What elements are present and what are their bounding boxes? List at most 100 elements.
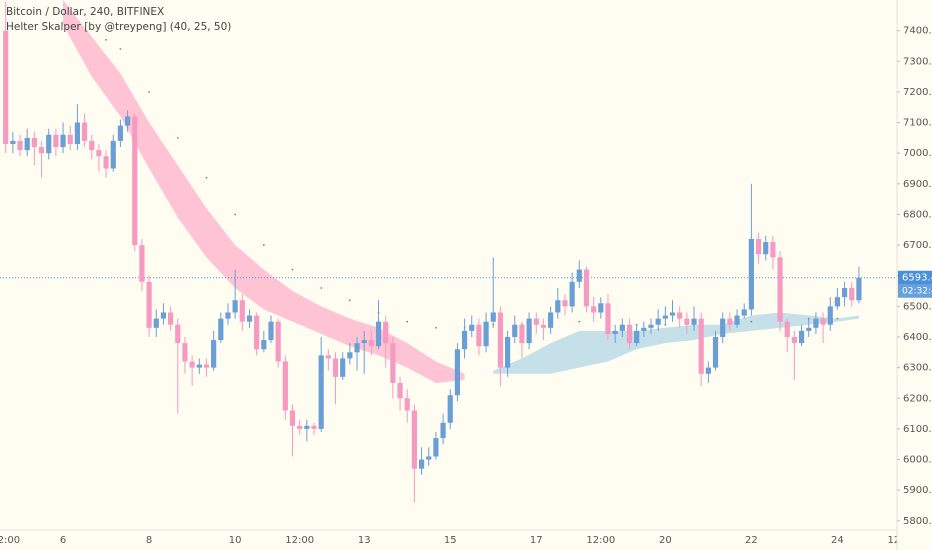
indicator-dot	[205, 176, 208, 179]
candle-body	[304, 425, 310, 429]
indicator-title: Helter Skalper [by @treypeng] (40, 25, 5…	[6, 21, 231, 33]
y-tick-label: 7000.0	[903, 148, 932, 159]
candle-body	[433, 438, 439, 457]
candle-body	[196, 364, 202, 368]
candle-body	[483, 321, 489, 347]
candle-body	[311, 425, 317, 429]
candle-body	[24, 137, 30, 151]
candle-body	[404, 398, 410, 411]
candle-body	[31, 137, 37, 148]
candle-body	[160, 312, 167, 319]
x-tick-label: 12:00	[285, 535, 314, 546]
chart-title: Bitcoin / Dollar, 240, BITFINEX	[6, 6, 164, 18]
y-tick-label: 6300.0	[903, 363, 932, 374]
y-tick-label: 5800.0	[903, 516, 932, 527]
x-tick-label: 12:00	[586, 535, 615, 546]
candle-body	[368, 340, 374, 347]
candle-body	[540, 324, 547, 328]
candle-body	[648, 324, 654, 328]
candle-body	[533, 318, 539, 325]
candle-body	[340, 358, 346, 377]
candle-body	[361, 340, 367, 344]
candle-body	[383, 321, 389, 344]
y-tick-label: 5900.0	[903, 485, 932, 496]
candle-body	[677, 312, 683, 319]
candle-body	[3, 30, 9, 144]
candle-body	[576, 269, 582, 282]
candle-body	[784, 321, 790, 337]
last-price-box	[898, 270, 932, 285]
candle-body	[46, 134, 52, 154]
y-tick-label: 7400.0	[903, 26, 932, 37]
candle-body	[426, 456, 432, 460]
candle-body	[770, 242, 776, 258]
candle-body	[74, 122, 80, 144]
candle-body	[712, 336, 719, 368]
indicator-dot	[176, 136, 179, 139]
candle-body	[38, 147, 45, 154]
y-tick-label: 7100.0	[903, 118, 932, 129]
candle-body	[705, 367, 711, 374]
last-price-label: 6593.4	[902, 273, 932, 284]
candle-body	[497, 312, 504, 368]
candle-body	[89, 140, 95, 151]
candle-body	[820, 318, 826, 325]
candle-body	[10, 140, 16, 144]
candle-body	[189, 361, 195, 368]
x-tick-label: 20	[659, 535, 672, 546]
y-tick-label: 6100.0	[903, 424, 932, 435]
x-tick-label: 6	[60, 535, 66, 546]
candle-body	[153, 318, 159, 328]
y-tick-label: 7300.0	[903, 56, 932, 67]
candle-body	[168, 312, 174, 325]
countdown-box	[898, 284, 932, 298]
candle-body	[619, 324, 625, 331]
candle-body	[512, 324, 518, 337]
candle-body	[583, 269, 590, 307]
candle-body	[390, 343, 396, 383]
countdown-label: 02:32:46	[902, 287, 932, 297]
candle-body	[397, 382, 403, 399]
indicator-cloud	[63, 0, 465, 383]
candle-body	[53, 134, 59, 148]
candle-body	[139, 245, 145, 282]
candle-body	[727, 318, 733, 325]
candle-body	[211, 340, 217, 368]
candle-body	[684, 318, 690, 325]
candle-body	[354, 343, 360, 353]
candle-body	[447, 395, 453, 423]
x-tick-label: 12:00	[0, 535, 20, 546]
candle-body	[655, 318, 661, 325]
candle-body	[103, 156, 109, 169]
y-tick-label: 6500.0	[903, 301, 932, 312]
candle-body	[132, 116, 138, 246]
candle-body	[325, 355, 331, 359]
candle-body	[591, 306, 597, 313]
indicator-dot	[291, 268, 294, 271]
candle-body	[254, 315, 260, 350]
candle-body	[698, 318, 704, 374]
candle-body	[755, 238, 762, 255]
candle-body	[626, 324, 633, 344]
candle-body	[476, 324, 482, 347]
candle-body	[124, 116, 131, 126]
x-tick-label: 17	[530, 535, 543, 546]
candle-body	[17, 140, 23, 151]
indicator-dot	[262, 244, 265, 246]
candle-body	[720, 318, 726, 337]
candle-body	[261, 340, 267, 350]
candle-body	[282, 361, 288, 411]
indicator-dot	[320, 287, 323, 289]
y-tick-label: 6000.0	[903, 455, 932, 466]
candle-body	[375, 321, 382, 347]
candle-body	[418, 459, 425, 469]
candle-body	[748, 238, 754, 310]
candle-body	[856, 277, 862, 301]
indicator-dot	[148, 91, 151, 93]
candle-body	[117, 125, 124, 141]
candle-body	[662, 315, 668, 319]
candle-body	[555, 300, 561, 313]
candle-body	[827, 306, 833, 325]
